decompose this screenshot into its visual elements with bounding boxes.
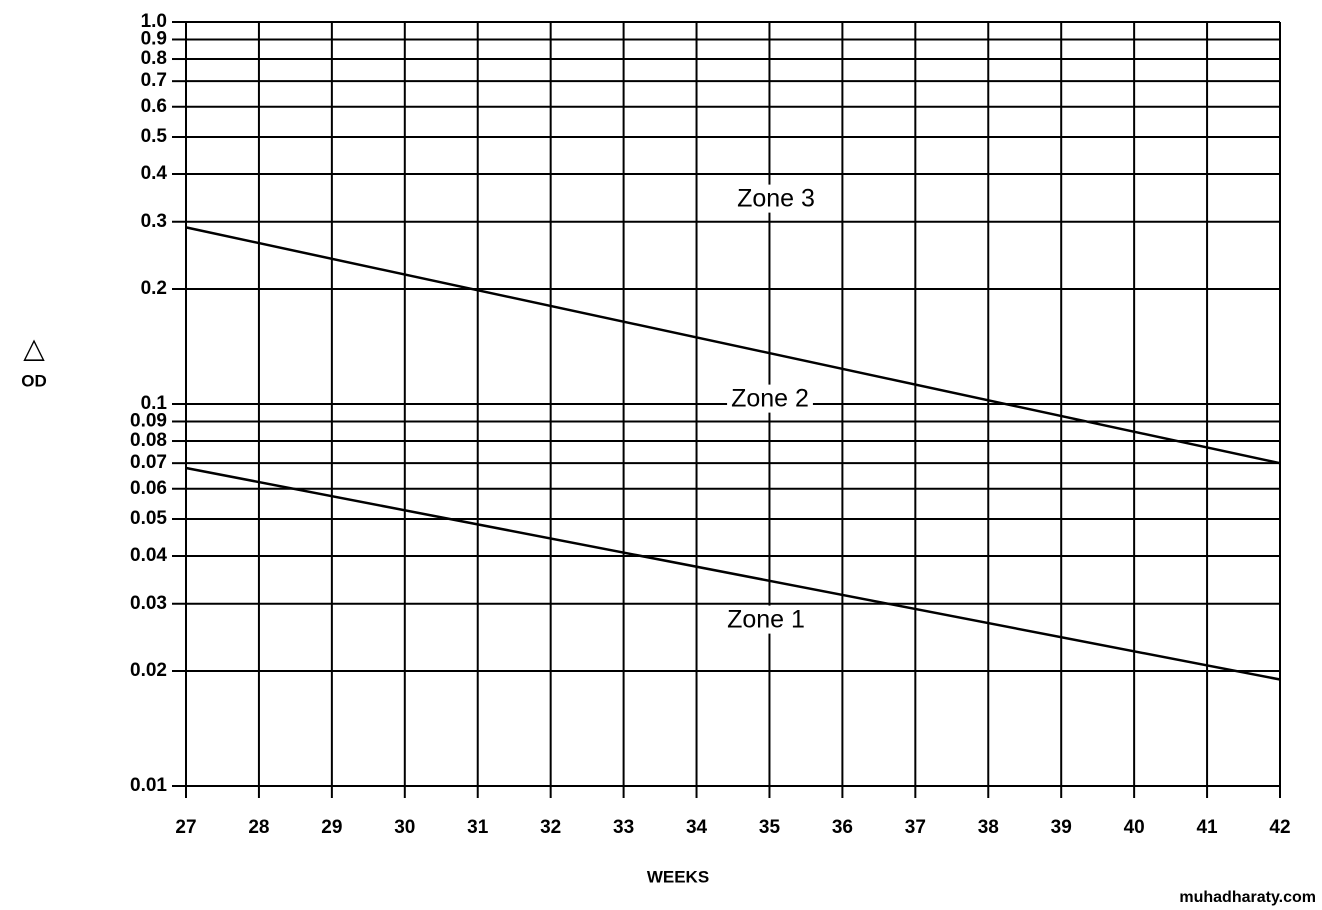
x-tick-label: 35 xyxy=(759,817,781,838)
y-tick-label: 0.02 xyxy=(130,660,167,681)
x-label: WEEKS xyxy=(647,867,709,886)
y-label: OD xyxy=(21,371,47,390)
x-tick-label: 27 xyxy=(175,817,196,838)
y-tick-label: 0.5 xyxy=(141,126,168,147)
y-tick-label: 0.01 xyxy=(130,775,167,796)
x-tick-label: 30 xyxy=(394,817,415,838)
y-tick-label: 0.06 xyxy=(130,478,167,499)
y-tick-label: 0.04 xyxy=(130,545,167,566)
y-tick-label: 0.05 xyxy=(130,508,167,529)
y-label-symbol: △ xyxy=(23,332,45,363)
x-tick-label: 41 xyxy=(1196,817,1218,838)
y-tick-label: 0.7 xyxy=(141,70,167,91)
watermark: muhadharaty.com xyxy=(1179,889,1316,906)
x-tick-label: 42 xyxy=(1269,817,1290,838)
y-tick-label: 0.09 xyxy=(130,410,167,431)
y-tick-label: 0.9 xyxy=(141,28,167,49)
line xyxy=(185,226,1281,465)
y-tick-label: 0.3 xyxy=(141,211,167,232)
x-tick-label: 32 xyxy=(540,817,561,838)
x-tick-label: 37 xyxy=(905,817,926,838)
x-tick-label: 34 xyxy=(686,817,708,838)
label-bg xyxy=(727,384,813,413)
label-bg xyxy=(723,605,809,634)
x-tick-label: 40 xyxy=(1124,817,1145,838)
x-tick-label: 28 xyxy=(248,817,269,838)
line xyxy=(185,466,1281,681)
y-tick-label: 0.6 xyxy=(141,96,167,117)
y-tick-label: 0.8 xyxy=(141,48,167,69)
zone-label: Zone 1 xyxy=(727,606,805,634)
y-tick-label: 0.07 xyxy=(130,452,167,473)
y-tick-label: 0.4 xyxy=(141,163,168,184)
x-tick-label: 39 xyxy=(1051,817,1072,838)
x-tick-label: 36 xyxy=(832,817,853,838)
x-tick-label: 29 xyxy=(321,817,342,838)
y-tick-label: 0.1 xyxy=(141,393,168,414)
y-tick-label: 0.2 xyxy=(141,278,167,299)
x-tick-label: 33 xyxy=(613,817,634,838)
zone-label: Zone 3 xyxy=(737,185,815,213)
y-tick-label: 0.08 xyxy=(130,430,167,451)
label-bg xyxy=(733,184,819,213)
x-tick-label: 31 xyxy=(467,817,489,838)
y-tick-label: 1.0 xyxy=(141,11,167,32)
y-tick-label: 0.03 xyxy=(130,593,167,614)
zone-label: Zone 2 xyxy=(731,385,809,413)
x-tick-label: 38 xyxy=(978,817,999,838)
